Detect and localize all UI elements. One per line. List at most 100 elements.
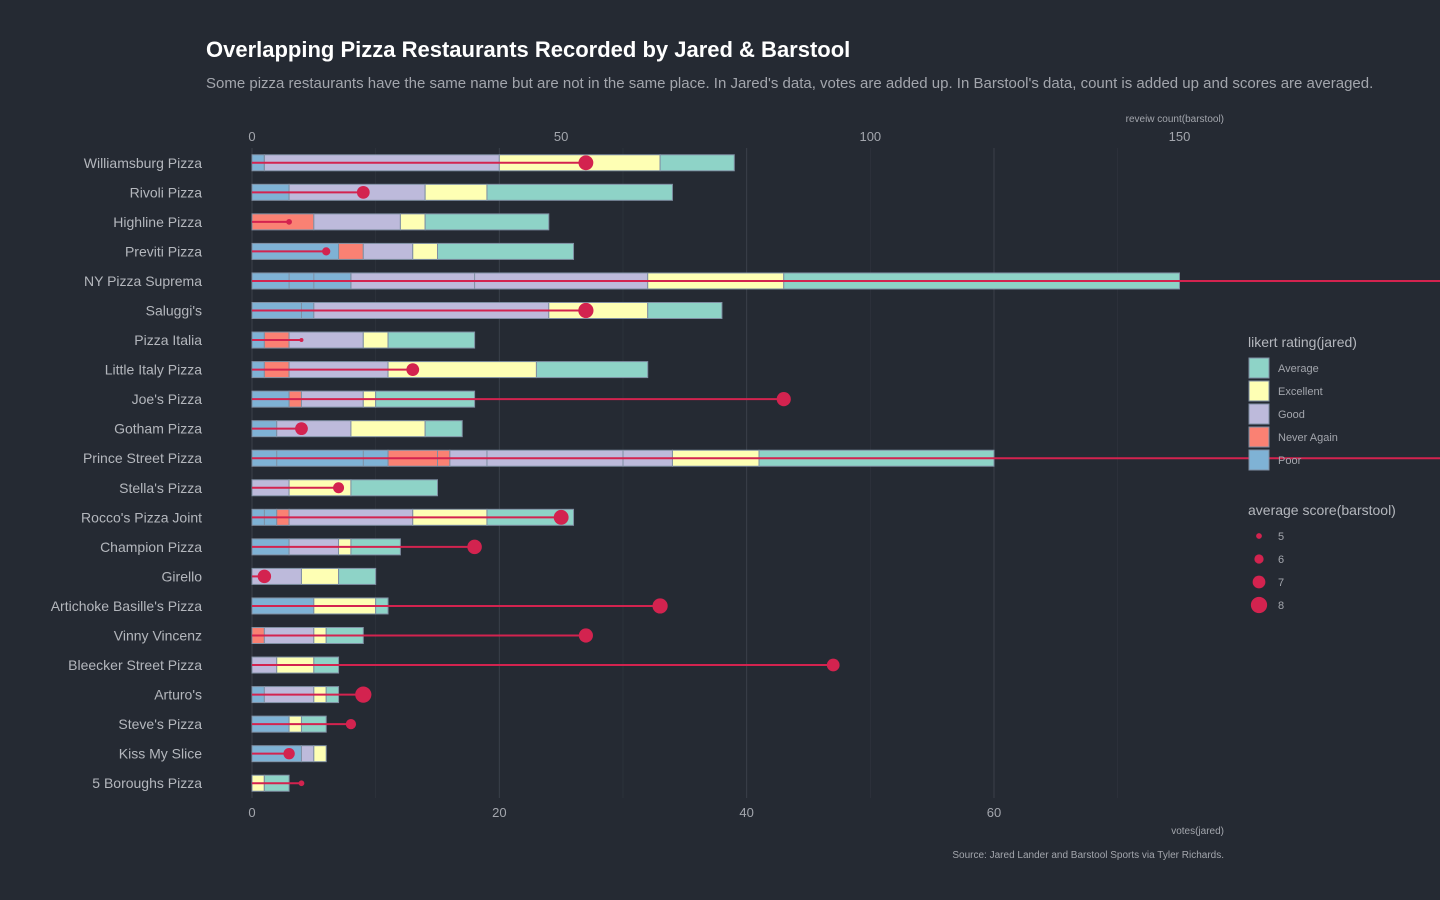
bottom-tick-40: 40 (739, 805, 753, 820)
bar-segment-excellent-2 (399, 213, 426, 231)
legend-swatch-poor (1248, 449, 1270, 471)
chart-caption: Source: Jared Lander and Barstool Sports… (952, 850, 1224, 861)
category-label-1: Rivoli Pizza (130, 184, 203, 200)
category-labels: Williamsburg Pizza Rivoli Pizza Highline P… (51, 155, 203, 791)
category-label-14: Girello (162, 568, 203, 584)
lollipop-dot-16 (578, 628, 593, 643)
category-label-8: Joe's Pizza (132, 391, 203, 407)
chart-subtitle: Some pizza restaurants have the same nam… (206, 75, 1373, 92)
bar-segment-excellent-1 (424, 183, 488, 201)
category-label-12: Rocco's Pizza Joint (81, 509, 202, 525)
bottom-tick-60: 60 (987, 805, 1001, 820)
bottom-tick-20: 20 (492, 805, 506, 820)
axis-ticks: 0 20 40 60 0 50 100 150 (248, 129, 1190, 820)
legend-size-dot-7 (1252, 575, 1266, 589)
category-label-4: NY Pizza Suprema (84, 273, 202, 289)
legend: likert rating(jared) Average Excellent Goo… (1248, 334, 1396, 614)
top-tick-0: 0 (248, 129, 255, 144)
legend-swatch-never-again (1248, 426, 1270, 448)
bar-segment-average-5 (647, 302, 723, 319)
bar-segment-excellent-9 (350, 420, 426, 438)
top-axis-label: reveiw count(barstool) (1126, 114, 1224, 125)
lollipop-dot-0 (578, 155, 594, 171)
legend-size-items: 5 6 7 8 (1250, 531, 1284, 614)
category-label-20: Kiss My Slice (119, 746, 202, 762)
lollipop-dot-11 (333, 482, 345, 494)
lollipop-dot-1 (356, 185, 370, 199)
bar-segment-average-6 (387, 331, 476, 349)
bar-segment-average-14 (338, 567, 377, 585)
legend-fill-title: likert rating(jared) (1248, 334, 1357, 350)
barstool-lollipops (252, 155, 1440, 787)
category-label-15: Artichoke Basille's Pizza (51, 598, 203, 614)
category-label-5: Saluggi's (146, 303, 202, 319)
legend-size-label-6: 6 (1278, 554, 1284, 566)
lollipop-dot-20 (283, 748, 295, 760)
category-label-13: Champion Pizza (100, 539, 202, 555)
legend-swatch-average (1248, 357, 1270, 379)
legend-swatch-good (1248, 403, 1270, 425)
legend-fill-items: Average Excellent Good Never Again Poor (1248, 357, 1338, 471)
category-label-17: Bleecker Street Pizza (68, 657, 202, 673)
bar-segment-good-2 (313, 213, 401, 231)
bar-segment-never-again-3 (338, 242, 364, 260)
legend-size-dot-5 (1256, 533, 1262, 539)
category-label-6: Pizza Italia (134, 332, 202, 348)
category-label-11: Stella's Pizza (119, 480, 202, 496)
bar-segment-excellent-6 (362, 331, 389, 349)
stacked-bars (251, 154, 1180, 792)
lollipop-dot-6 (299, 338, 304, 343)
category-label-18: Arturo's (154, 687, 202, 703)
bar-segment-excellent-20 (313, 745, 327, 763)
category-label-16: Vinny Vincenz (114, 628, 202, 644)
bar-segment-average-2 (424, 213, 550, 231)
bar-segment-average-9 (424, 420, 463, 438)
bar-segment-excellent-3 (412, 242, 438, 260)
lollipop-dot-13 (467, 539, 482, 555)
lollipop-dot-17 (826, 658, 840, 672)
lollipop-dot-21 (298, 780, 305, 787)
top-tick-50: 50 (554, 129, 568, 144)
category-label-3: Previti Pizza (125, 243, 202, 259)
legend-size-label-7: 7 (1278, 577, 1284, 589)
top-tick-100: 100 (859, 129, 881, 144)
bottom-tick-0: 0 (248, 805, 255, 820)
lollipop-dot-18 (355, 686, 372, 703)
bar-segment-average-1 (486, 183, 673, 201)
category-label-2: Highline Pizza (113, 214, 202, 230)
legend-label-average: Average (1278, 363, 1319, 375)
legend-label-poor: Poor (1278, 455, 1302, 467)
bar-segment-average-3 (436, 242, 575, 260)
category-label-7: Little Italy Pizza (105, 362, 202, 378)
lollipop-dot-8 (776, 392, 791, 407)
lollipop-dot-9 (295, 422, 308, 436)
legend-size-title: average score(barstool) (1248, 502, 1396, 518)
legend-label-excellent: Excellent (1278, 386, 1323, 398)
legend-label-good: Good (1278, 409, 1305, 421)
lollipop-dot-15 (652, 598, 668, 614)
bar-segment-average-0 (659, 154, 735, 172)
bottom-axis-label: votes(jared) (1171, 826, 1224, 837)
lollipop-dot-7 (406, 363, 420, 376)
legend-size-dot-6 (1254, 554, 1264, 564)
lollipop-dot-3 (322, 247, 331, 256)
category-label-21: 5 Boroughs Pizza (92, 775, 202, 791)
lollipop-dot-14 (257, 569, 272, 584)
category-label-9: Gotham Pizza (114, 421, 202, 437)
legend-size-label-8: 8 (1278, 600, 1284, 612)
legend-label-never-again: Never Again (1278, 432, 1338, 444)
bar-segment-average-11 (350, 479, 438, 497)
lollipop-dot-12 (553, 509, 569, 525)
lollipop-dot-5 (578, 302, 594, 319)
bar-segment-good-20 (300, 745, 315, 763)
legend-swatch-excellent (1248, 380, 1270, 402)
chart-title: Overlapping Pizza Restaurants Recorded b… (206, 37, 850, 62)
legend-size-dot-8 (1250, 596, 1268, 614)
bar-segment-average-7 (535, 361, 649, 379)
bar-segment-good-3 (362, 242, 414, 260)
top-tick-150: 150 (1169, 129, 1191, 144)
bar-segment-excellent-14 (300, 567, 340, 585)
category-label-0: Williamsburg Pizza (84, 155, 202, 171)
